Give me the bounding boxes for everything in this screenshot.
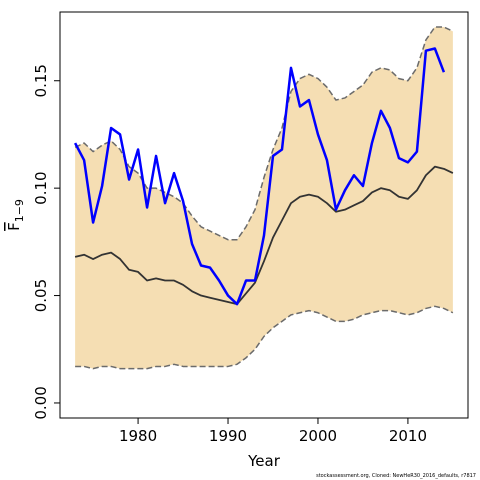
- y-axis-label-group: F1−9: [5, 199, 26, 231]
- series-line: [74, 165, 454, 306]
- footnote: stockassessment.org, Cloned: NewHeR30_20…: [316, 473, 476, 479]
- y-axis-label: F1−9: [5, 199, 26, 231]
- y-tick-label: 0.00: [32, 386, 50, 419]
- confidence-band: [75, 27, 453, 369]
- x-tick-label: 1980: [119, 427, 157, 445]
- x-axis-label: Year: [247, 452, 281, 470]
- plot-frame: [59, 11, 469, 419]
- x-tick-label: 1990: [209, 427, 247, 445]
- x-tick-label: 2000: [299, 427, 337, 445]
- band-lower-edge: [75, 305, 454, 370]
- y-tick-label: 0.05: [32, 279, 50, 312]
- y-tick-label: 0.10: [32, 171, 50, 204]
- y-label-main: F: [5, 222, 23, 231]
- x-tick-label: 2010: [389, 427, 427, 445]
- band-upper-edge: [74, 26, 454, 241]
- y-label-subscript: 1−9: [13, 199, 26, 222]
- series-line: [74, 47, 446, 306]
- y-tick-label: 0.15: [32, 64, 50, 97]
